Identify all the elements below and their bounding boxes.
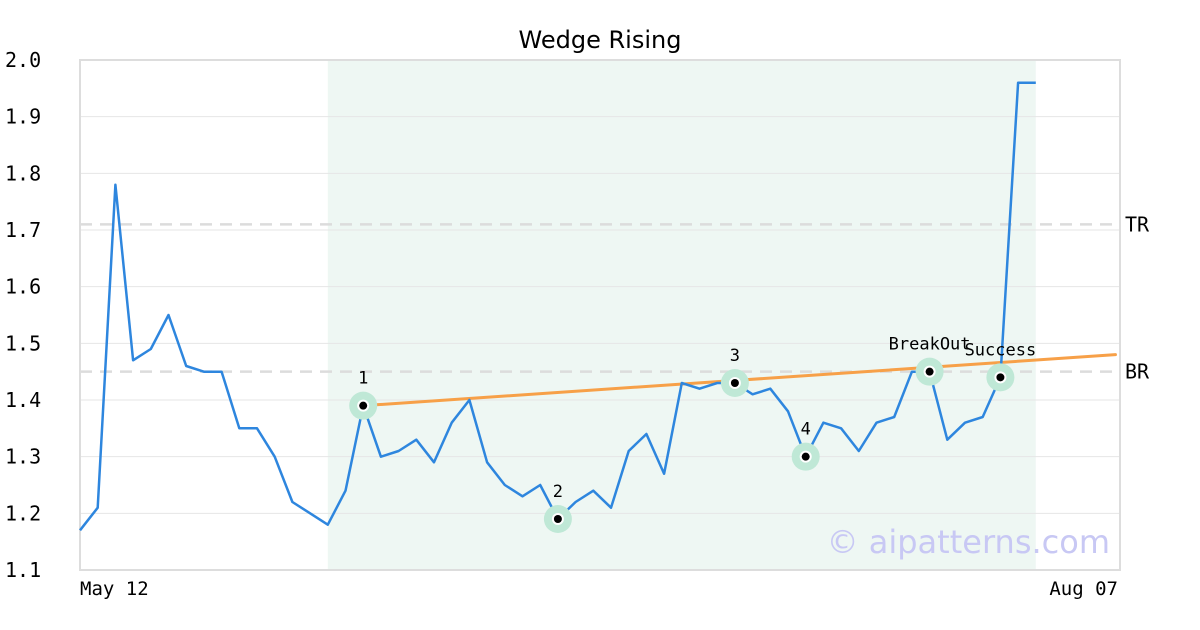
pattern-point-1 [359, 401, 368, 410]
chart-title: Wedge Rising [519, 26, 682, 54]
y-tick-label: 2.0 [5, 48, 41, 72]
y-tick-label: 1.6 [5, 275, 41, 299]
pattern-point-breakout [925, 367, 934, 376]
pattern-point-label: 4 [801, 420, 811, 440]
pattern-region [327, 60, 1036, 570]
pattern-point-4 [801, 452, 810, 461]
x-tick-label: May 12 [80, 578, 149, 600]
x-tick-label: Aug 07 [1049, 578, 1118, 600]
watermark: © aipatterns.com [827, 523, 1110, 561]
pattern-point-success [996, 373, 1005, 382]
y-tick-label: 1.8 [5, 161, 41, 185]
y-tick-label: 1.3 [5, 445, 41, 469]
pattern-point-2 [553, 515, 562, 523]
y-tick-label: 1.1 [5, 558, 41, 582]
level-label-tr: TR [1125, 212, 1150, 236]
level-label-br: BR [1125, 360, 1150, 384]
plot-frame [79, 59, 1121, 571]
pattern-point-label: 1 [358, 369, 368, 389]
pattern-point-label: 2 [553, 482, 563, 502]
y-tick-label: 1.9 [5, 105, 41, 129]
pattern-point-label: 3 [730, 346, 740, 366]
y-tick-label: 1.4 [5, 388, 41, 412]
y-tick-label: 1.7 [5, 218, 41, 242]
pattern-point-label: BreakOut [889, 335, 971, 355]
pattern-point-label: Success [965, 340, 1037, 360]
y-tick-label: 1.2 [5, 501, 41, 525]
pattern-point-3 [730, 379, 739, 387]
y-tick-label: 1.5 [5, 331, 41, 355]
